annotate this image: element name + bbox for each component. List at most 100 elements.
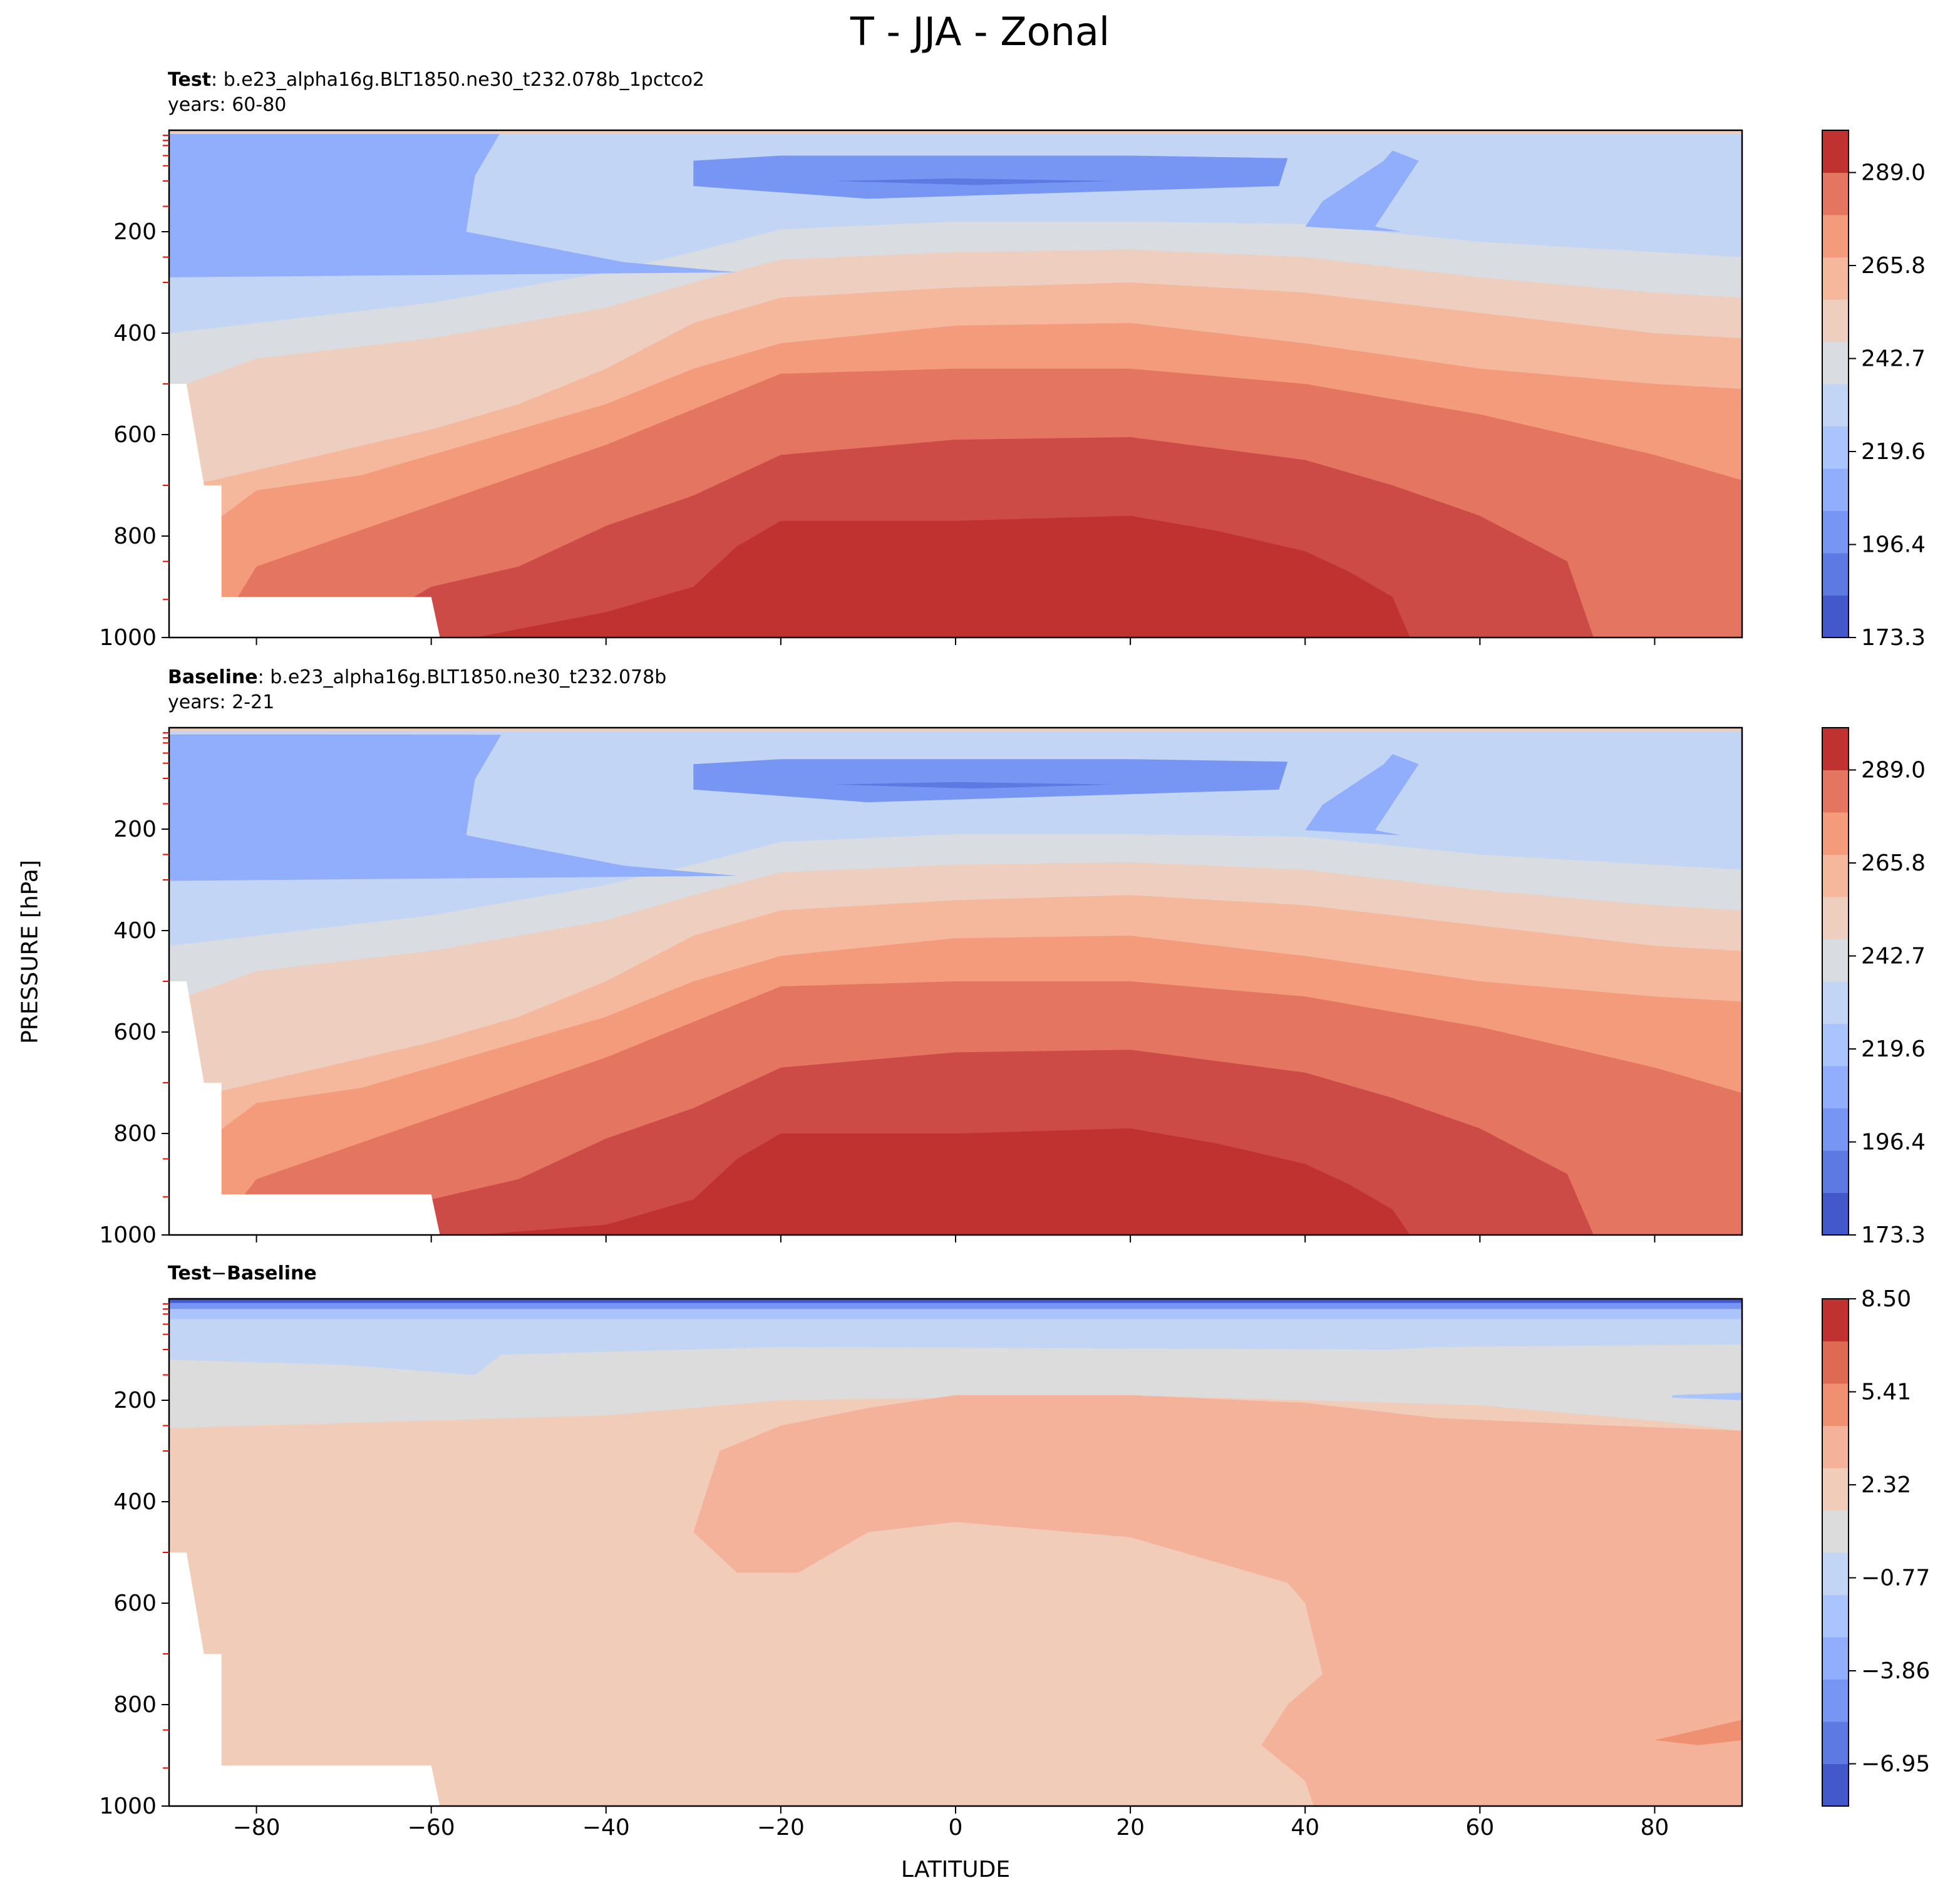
colorbar-swatch	[1822, 1763, 1849, 1807]
colorbar-test: 289.0 265.8 242.7 219.6 196.4 173.3	[1822, 130, 1926, 651]
colorbar-tick-label: 242.7	[1861, 944, 1926, 969]
x-tick-label: 20	[1116, 1815, 1145, 1841]
colorbar-swatch	[1822, 981, 1849, 1024]
panel1-sep: :	[211, 69, 218, 91]
top-strip	[169, 728, 1742, 731]
colorbar-swatch	[1822, 1425, 1849, 1469]
contour-band	[693, 155, 1288, 199]
colorbar-tick-label: 5.41	[1861, 1380, 1911, 1405]
colorbar-swatch	[1822, 130, 1849, 173]
x-tick-label: 60	[1465, 1815, 1494, 1841]
colorbar-swatch	[1822, 1341, 1849, 1384]
panel3-header: Test−Baseline	[168, 1261, 317, 1286]
panel-difference: 200 400 600 800 1000 −80 −60 −40 −20 0 20 40 60 80	[99, 1298, 1743, 1841]
colorbar-swatch	[1822, 812, 1849, 855]
colorbar-frame	[1822, 130, 1849, 638]
panel1-years: years: 60-80	[168, 94, 287, 116]
x-tick-label: −20	[757, 1815, 805, 1841]
contour-band	[1305, 754, 1419, 835]
colorbar-tick-label: 242.7	[1861, 346, 1926, 372]
x-tick-label: 40	[1291, 1815, 1319, 1841]
colorbar-swatch	[1822, 553, 1849, 596]
colorbar-tick-label: 173.3	[1861, 625, 1926, 651]
y-tick-label: 800	[113, 1692, 157, 1718]
y-tick-label: 800	[113, 1121, 157, 1147]
y-tick-label: 1000	[99, 625, 157, 651]
missing-data-mask	[169, 981, 440, 1235]
y-tick-label: 400	[113, 1489, 157, 1515]
panel2-case: b.e23_alpha16g.BLT1850.ne30_t232.078b	[270, 666, 667, 688]
colorbar-swatch	[1822, 1722, 1849, 1764]
colorbar-tick-label: 289.0	[1861, 160, 1926, 186]
contour-band	[833, 178, 1113, 185]
colorbar-tick-label: 219.6	[1861, 1036, 1926, 1062]
colorbar-swatch	[1822, 1192, 1849, 1236]
panel1-case: b.e23_alpha16g.BLT1850.ne30_t232.078b_1p…	[223, 69, 705, 91]
y-tick-label: 200	[113, 817, 157, 842]
panel-test: 200 400 600 800 1000	[99, 129, 1743, 651]
x-tick-label: −40	[582, 1815, 630, 1841]
contour-band	[169, 735, 738, 881]
missing-data-mask	[169, 384, 440, 638]
colorbar-tick-label: −0.77	[1861, 1566, 1930, 1591]
panel1-label: Test	[168, 69, 212, 91]
colorbar-swatch	[1822, 897, 1849, 939]
y-tick-label: 600	[113, 422, 157, 448]
panel1-header: Test: b.e23_alpha16g.BLT1850.ne30_t232.0…	[168, 68, 704, 118]
panel-baseline: 200 400 600 800 1000	[99, 726, 1743, 1248]
x-tick-label: −80	[233, 1815, 281, 1841]
colorbar-swatch	[1822, 1468, 1849, 1510]
colorbar-swatch	[1822, 1679, 1849, 1722]
contour-band	[169, 131, 738, 277]
panel3-sep: −	[211, 1262, 227, 1284]
contour-band	[780, 1146, 1401, 1235]
panel2-header: Baseline: b.e23_alpha16g.BLT1850.ne30_t2…	[168, 665, 666, 715]
colorbar-tick-label: 2.32	[1861, 1472, 1911, 1498]
panel2-years: years: 2-21	[168, 691, 275, 713]
colorbar-swatch	[1822, 215, 1849, 257]
colorbar-swatch	[1822, 468, 1849, 511]
missing-data-mask	[169, 1552, 440, 1806]
colorbar-swatch	[1822, 1150, 1849, 1193]
colorbar-swatch	[1822, 1510, 1849, 1553]
figure-title: T - JJA - Zonal	[850, 9, 1110, 54]
top-strip	[169, 130, 1742, 134]
colorbar-swatch	[1822, 854, 1849, 897]
colorbar-tick-label: 196.4	[1861, 532, 1926, 558]
colorbar-baseline: 289.0 265.8 242.7 219.6 196.4 173.3	[1822, 727, 1926, 1248]
colorbar-swatch	[1822, 299, 1849, 342]
panel3-label: Test	[168, 1262, 212, 1284]
colorbar-swatch	[1822, 770, 1849, 813]
colorbar-frame	[1822, 727, 1849, 1236]
contour-band	[1305, 150, 1419, 232]
colorbar-swatch	[1822, 1299, 1849, 1341]
y-tick-label: 400	[113, 918, 157, 944]
colorbar-swatch	[1822, 172, 1849, 215]
x-tick-label: 80	[1641, 1815, 1669, 1841]
colorbar-frame	[1822, 1298, 1849, 1807]
y-tick-label: 200	[113, 219, 157, 245]
colorbar-swatch	[1822, 426, 1849, 469]
colorbar-swatch	[1822, 1637, 1849, 1680]
panel2-label: Baseline	[168, 666, 258, 688]
colorbar-swatch	[1822, 1552, 1849, 1595]
colorbar-tick-label: −3.86	[1861, 1658, 1930, 1684]
colorbar-tick-label: 289.0	[1861, 758, 1926, 783]
panel2-sep: :	[257, 666, 264, 688]
y-tick-label: 1000	[99, 1794, 157, 1819]
contour-band	[833, 782, 1113, 789]
colorbar-tick-label: 8.50	[1861, 1286, 1911, 1312]
x-tick-label: 0	[949, 1815, 963, 1841]
colorbar-swatch	[1822, 1023, 1849, 1066]
colorbar-swatch	[1822, 384, 1849, 426]
colorbar-swatch	[1822, 595, 1849, 638]
colorbar-swatch	[1822, 257, 1849, 300]
colorbar-swatch	[1822, 341, 1849, 385]
y-tick-label: 600	[113, 1020, 157, 1045]
colorbar-tick-label: 173.3	[1861, 1222, 1926, 1248]
colorbar-tick-label: 265.8	[1861, 253, 1926, 279]
colorbar-difference: 8.50 5.41 2.32 −0.77 −3.86 −6.95	[1822, 1286, 1930, 1807]
colorbar-tick-label: 196.4	[1861, 1130, 1926, 1155]
colorbar-swatch	[1822, 939, 1849, 982]
